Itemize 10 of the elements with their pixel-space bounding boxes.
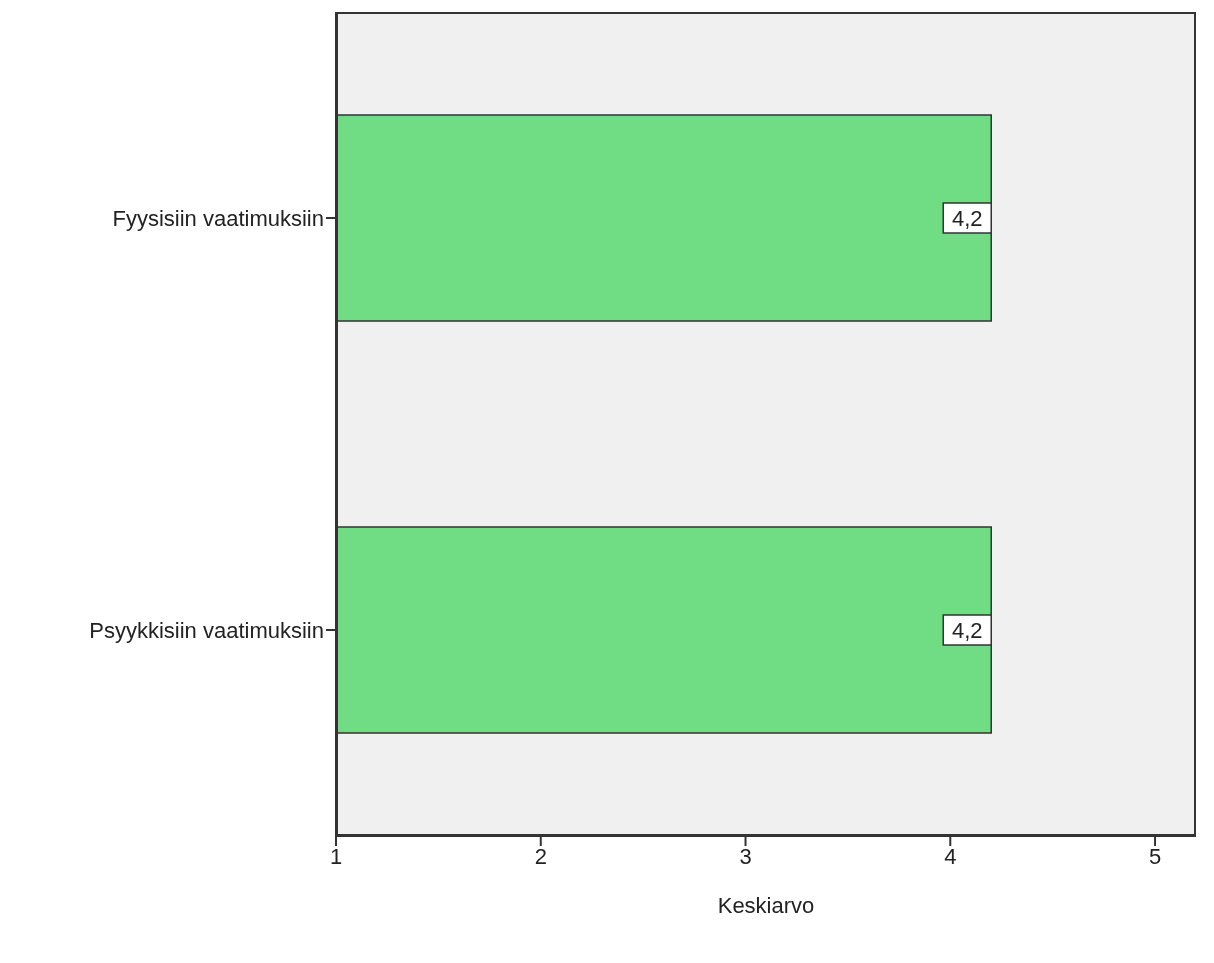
data-label: 4,2: [951, 205, 983, 231]
x-tick-label: 1: [329, 843, 343, 869]
x-tick-label: 4: [944, 843, 957, 869]
x-axis-title: Keskiarvo: [717, 893, 815, 918]
data-label: 4,2: [951, 617, 983, 643]
x-tick-label: 2: [534, 843, 547, 869]
y-tick-label: Fyysisiin vaatimuksiin: [112, 205, 324, 231]
x-tick-label: 5: [1148, 843, 1162, 869]
y-tick-label: Psyykkisiin vaatimuksiin: [89, 617, 324, 643]
x-tick-label: 3: [739, 843, 752, 869]
